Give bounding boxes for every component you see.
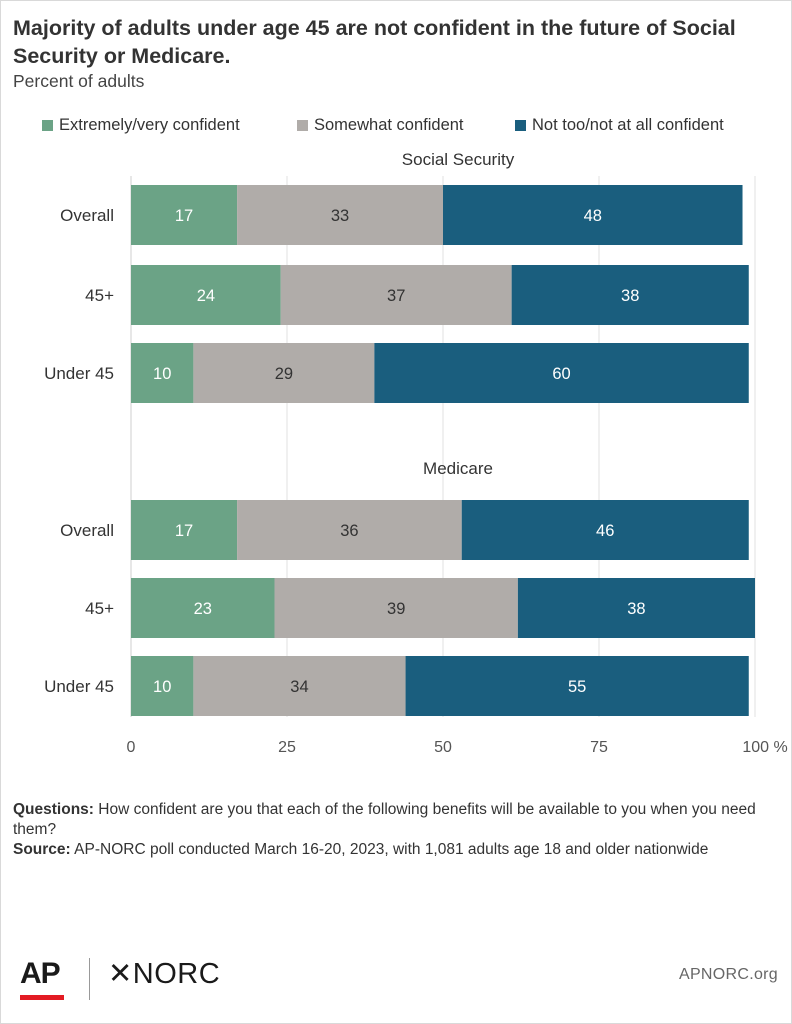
data-label: 10: [153, 678, 171, 696]
legend-label: Extremely/very confident: [59, 116, 240, 134]
bar-segment: [193, 343, 375, 403]
legend: Extremely/very confident Somewhat confid…: [0, 116, 792, 138]
legend-swatch-gray: [297, 120, 308, 131]
bar-segment: [280, 265, 512, 325]
data-label: 39: [387, 600, 405, 618]
data-label: 46: [596, 522, 614, 540]
bar-segment: [374, 343, 749, 403]
bar-segment: [443, 185, 743, 245]
bar-segment: [461, 500, 749, 560]
legend-swatch-green: [42, 120, 53, 131]
site-link[interactable]: APNORC.org: [678, 966, 778, 983]
data-label: 34: [290, 678, 308, 696]
data-label: 29: [275, 365, 293, 383]
norc-logo: ✕NORC: [108, 958, 221, 990]
bar-segment: [405, 656, 749, 716]
legend-item-not-confident: Not too/not at all confident: [515, 116, 724, 135]
legend-item-somewhat: Somewhat confident: [297, 116, 464, 135]
data-label: 37: [387, 287, 405, 305]
chart-subtitle: Percent of adults: [13, 71, 145, 91]
data-label: 17: [175, 207, 193, 225]
stacked-bar-chart: 0 25 50 75 100 % Social Security Overall 17 33 48…: [44, 150, 788, 756]
questions-text: How confident are you that each of the f…: [13, 801, 756, 838]
data-label: 33: [331, 207, 349, 225]
row-label: Under 45: [44, 677, 114, 696]
source-note: Source: AP-NORC poll conducted March 16-…: [13, 840, 778, 860]
ap-logo: AP: [20, 957, 61, 990]
data-label: 36: [340, 522, 358, 540]
bar-segment: [237, 500, 462, 560]
bar-segment: [193, 656, 406, 716]
x-tick-label: 0: [127, 739, 136, 756]
group-title: Social Security: [402, 150, 515, 169]
data-label: 24: [197, 287, 215, 305]
ap-logo-bar: [20, 995, 64, 1000]
legend-item-extremely-very: Extremely/very confident: [42, 116, 240, 135]
row-label: Overall: [60, 206, 114, 225]
chart-title: Majority of adults under age 45 are not …: [13, 16, 736, 68]
bar-segment: [131, 578, 275, 638]
legend-label: Not too/not at all confident: [532, 116, 724, 134]
row-label: 45+: [85, 286, 114, 305]
data-label: 48: [584, 207, 602, 225]
data-label: 55: [568, 678, 586, 696]
logo-divider: [89, 958, 90, 1000]
bar-segment: [131, 265, 281, 325]
data-label: 10: [153, 365, 171, 383]
legend-label: Somewhat confident: [314, 116, 464, 134]
row-label: 45+: [85, 599, 114, 618]
bar-segment: [511, 265, 749, 325]
bar-segment: [237, 185, 443, 245]
source-text: AP-NORC poll conducted March 16-20, 2023…: [74, 841, 709, 858]
bar-segment: [131, 343, 194, 403]
questions-label: Questions:: [13, 801, 94, 818]
row-label: Overall: [60, 521, 114, 540]
x-tick-label: 25: [278, 739, 296, 756]
legend-swatch-blue: [515, 120, 526, 131]
chart-notes: Questions: How confident are you that ea…: [13, 800, 778, 860]
data-label: 38: [621, 287, 639, 305]
bar-segment: [131, 656, 194, 716]
questions-note: Questions: How confident are you that ea…: [13, 800, 778, 840]
bar-segment: [274, 578, 518, 638]
data-label: 60: [552, 365, 570, 383]
row-label: Under 45: [44, 364, 114, 383]
data-label: 23: [194, 600, 212, 618]
x-tick-label: 100 %: [742, 739, 787, 756]
data-label: 17: [175, 522, 193, 540]
bar-segment: [131, 500, 238, 560]
x-tick-label: 75: [590, 739, 608, 756]
bar-segment: [131, 185, 238, 245]
source-label: Source:: [13, 841, 71, 858]
x-tick-label: 50: [434, 739, 452, 756]
group-title: Medicare: [423, 459, 493, 478]
bar-segment: [517, 578, 755, 638]
data-label: 38: [627, 600, 645, 618]
